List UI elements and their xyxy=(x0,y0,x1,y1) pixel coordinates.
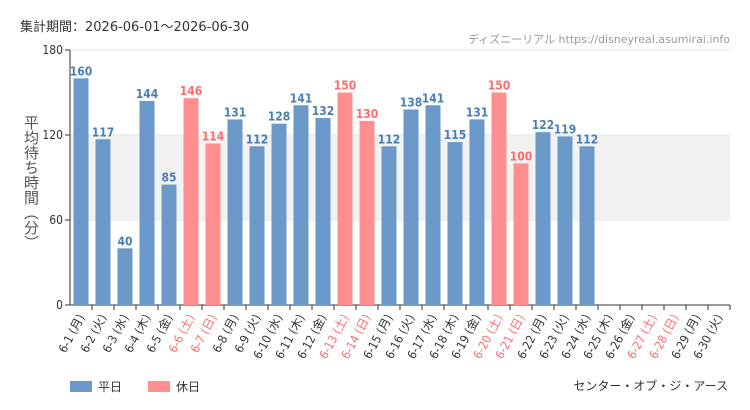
data-label: 117 xyxy=(92,125,115,139)
bar xyxy=(557,136,573,305)
data-label: 119 xyxy=(554,122,577,136)
data-label: 122 xyxy=(532,118,555,132)
bar xyxy=(139,101,155,305)
bar xyxy=(425,105,441,305)
data-label: 114 xyxy=(202,130,225,144)
data-label: 150 xyxy=(334,79,357,93)
data-label: 138 xyxy=(400,96,423,110)
bar xyxy=(469,119,485,306)
data-label: 150 xyxy=(488,79,511,93)
data-label: 160 xyxy=(70,64,93,78)
data-label: 132 xyxy=(312,104,335,118)
data-label: 146 xyxy=(180,84,203,98)
legend-swatch-weekday xyxy=(70,381,92,392)
period-label: 集計期間：2026-06-01～2026-06-30 xyxy=(20,20,250,35)
y-tick-label: 180 xyxy=(42,43,63,57)
bar xyxy=(535,132,551,305)
data-label: 40 xyxy=(117,234,132,248)
data-label: 128 xyxy=(268,110,291,124)
bar xyxy=(513,163,529,305)
legend: 平日 休日 xyxy=(70,378,226,395)
watermark-link[interactable]: ディズニーリアル https://disneyreal.asumirai.inf… xyxy=(467,33,730,46)
park-name: センター・オブ・ジ・アース xyxy=(573,379,728,393)
data-label: 131 xyxy=(224,105,247,119)
y-axis-label: 平均待ち時間（分） xyxy=(22,115,40,250)
bar xyxy=(161,184,177,305)
bar xyxy=(95,139,111,305)
bar xyxy=(359,120,375,305)
data-label: 141 xyxy=(422,91,445,105)
data-label: 130 xyxy=(356,107,379,121)
legend-label-weekday: 平日 xyxy=(98,380,123,394)
bar xyxy=(227,119,243,306)
bar xyxy=(579,146,595,305)
bar xyxy=(293,105,309,305)
bar xyxy=(73,78,89,305)
data-label: 144 xyxy=(136,87,159,101)
bar xyxy=(447,142,463,305)
data-label: 112 xyxy=(378,132,401,146)
legend-swatch-holiday xyxy=(148,381,171,392)
y-tick-label: 60 xyxy=(49,213,63,227)
data-label: 131 xyxy=(466,105,489,119)
legend-label-holiday: 休日 xyxy=(176,380,201,394)
legend-item-holiday[interactable]: 休日 xyxy=(148,378,200,395)
data-label: 112 xyxy=(576,132,599,146)
bar xyxy=(315,118,331,305)
data-label: 141 xyxy=(290,91,313,105)
legend-item-weekday[interactable]: 平日 xyxy=(70,378,122,395)
y-tick-label: 120 xyxy=(42,128,63,142)
data-label: 112 xyxy=(246,132,269,146)
shaded-band xyxy=(70,135,730,220)
bar xyxy=(491,92,507,305)
y-tick-label: 0 xyxy=(56,298,63,312)
data-label: 100 xyxy=(510,149,533,163)
bar xyxy=(249,146,265,305)
data-label: 85 xyxy=(161,171,176,185)
bar xyxy=(381,146,397,305)
bar xyxy=(337,92,353,305)
bar xyxy=(403,109,419,305)
bar xyxy=(205,143,221,305)
bar xyxy=(271,123,287,306)
data-label: 115 xyxy=(444,128,467,142)
bar xyxy=(117,248,133,305)
bar xyxy=(183,98,199,306)
